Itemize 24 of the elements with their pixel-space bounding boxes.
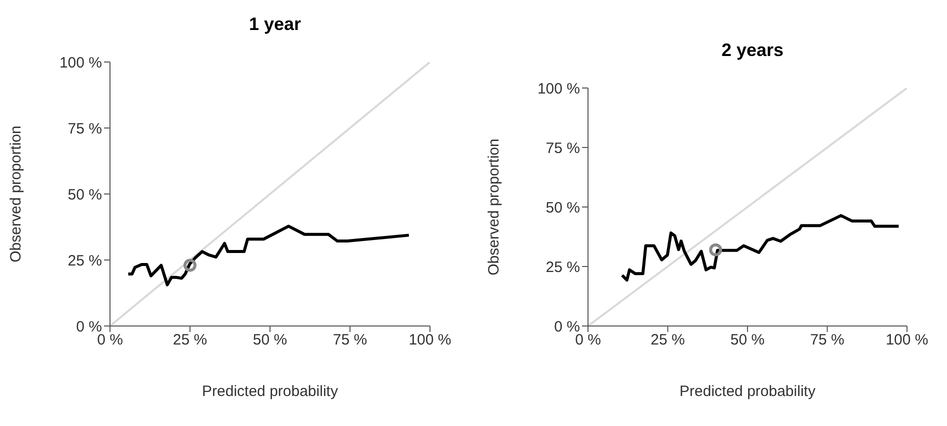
y-tick-label: 75 % [68, 120, 102, 138]
y-tick-label: 25 % [68, 252, 102, 270]
x-tick-label: 25 % [650, 332, 685, 349]
y-tick-label: 50 % [546, 199, 580, 216]
y-axis-title: Observed proportion [7, 126, 24, 262]
line-series [620, 214, 900, 282]
chart-title: 1 year [248, 14, 302, 35]
chart-title: 2 years [720, 40, 785, 61]
x-tick-label: 50 % [252, 332, 288, 349]
y-tick-label: 100 % [59, 54, 102, 72]
x-tick-label: 50 % [730, 332, 765, 349]
y-tick-label: 25 % [546, 258, 580, 276]
x-tick-label: 25 % [172, 332, 208, 349]
y-axis-title: Observed proportion [485, 138, 502, 276]
line-series [126, 224, 410, 286]
y-tick-label: 50 % [68, 186, 102, 204]
x-axis-title: Predicted probability [680, 383, 816, 400]
x-tick-label: 75 % [810, 332, 844, 349]
x-axis-title: Predicted probability [202, 383, 338, 400]
y-tick-label: 75 % [546, 140, 580, 157]
x-tick-label: 75 % [332, 332, 368, 349]
x-tick-label: 100 % [886, 332, 928, 349]
y-tick-label: 100 % [537, 80, 580, 98]
x-tick-label: 100 % [408, 332, 452, 349]
